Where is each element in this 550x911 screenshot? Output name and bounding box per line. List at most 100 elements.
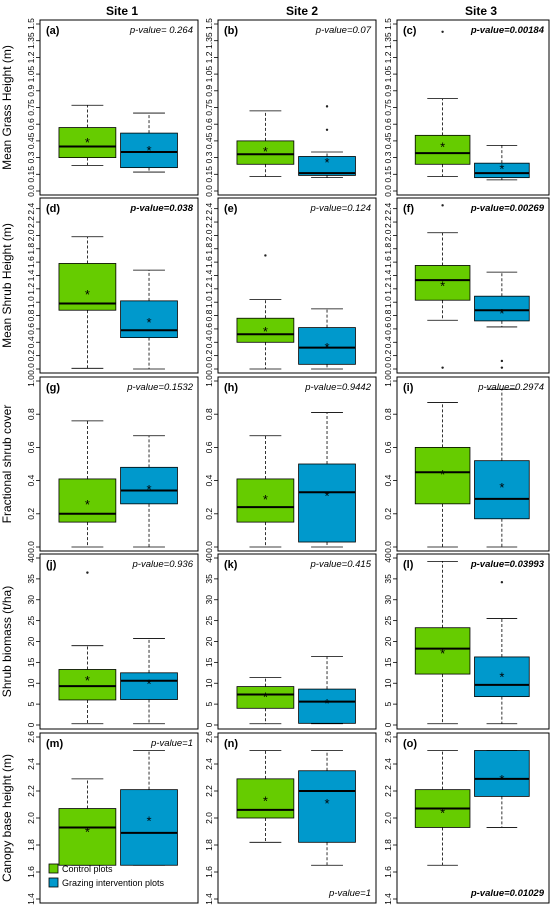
p-value-label: p-value=0.1532 xyxy=(126,382,193,393)
p-value-label: p-value=0.9442 xyxy=(304,382,371,393)
iqr-box xyxy=(298,327,356,365)
y-tick-label: 0.15 xyxy=(383,166,393,183)
box-control: * xyxy=(414,30,471,177)
y-tick-label: 0.9 xyxy=(383,85,393,97)
iqr-box xyxy=(474,750,530,797)
y-tick-label: 2.6 xyxy=(204,731,214,743)
legend-label-grazing: Grazing intervention plots xyxy=(62,878,165,888)
y-tick-label: 10 xyxy=(26,678,36,688)
y-tick-label: 20 xyxy=(26,637,36,647)
y-tick-label: 1.2 xyxy=(204,283,214,295)
y-tick-label: 1.4 xyxy=(204,893,214,905)
panel-d: 0.0 0.20.40.6 0.81.01.2 1.41.61.8 2.02.22.4 (… xyxy=(26,197,199,375)
box-grazing: * xyxy=(474,750,530,828)
panel-k: 0 5 10 15 20 25 30 35 40 (k) p-value=0.415 * * xyxy=(204,553,377,730)
y-tick-label: 40 xyxy=(204,553,214,563)
y-tick-label: 0.9 xyxy=(26,85,36,97)
y-tick-label: 0.6 xyxy=(383,323,393,335)
panel-label: (i) xyxy=(403,382,414,394)
iqr-box xyxy=(236,778,295,819)
mean-marker: * xyxy=(146,315,151,330)
p-value-label: p-value=0.038 xyxy=(129,203,193,214)
y-tick-label: 1.4 xyxy=(383,893,393,905)
iqr-box xyxy=(58,478,117,523)
p-value-label: p-value=0.07 xyxy=(315,25,372,36)
y-tick-label: 0.4 xyxy=(26,336,36,348)
y-tick-label: 0.3 xyxy=(204,151,214,163)
y-tick-label: 1.05 xyxy=(204,66,214,83)
outlier-point xyxy=(441,366,444,369)
y-tick-label: 1.4 xyxy=(383,269,393,281)
mean-marker: * xyxy=(146,143,151,158)
y-tick-label: 15 xyxy=(26,657,36,667)
y-tick-label: 2.2 xyxy=(26,785,36,797)
mean-marker: * xyxy=(440,806,445,821)
panel-frame xyxy=(39,197,199,374)
y-tick-label: 1.6 xyxy=(204,866,214,878)
row-1-ylabel: Mean Shrub Height (m) xyxy=(0,223,14,348)
y-tick-label: 2.2 xyxy=(204,216,214,228)
y-tick-label: 35 xyxy=(26,574,36,584)
panel-frame xyxy=(396,376,550,552)
y-tick-label: 10 xyxy=(204,678,214,688)
y-tick-label: 0.8 xyxy=(26,309,36,321)
box-grazing: * xyxy=(474,271,530,369)
y-tick-label: 2.0 xyxy=(26,229,36,241)
iqr-box xyxy=(58,263,117,311)
iqr-box xyxy=(298,463,356,543)
panel-label: (o) xyxy=(403,738,417,750)
iqr-box xyxy=(236,317,295,343)
p-value-label: p-value=0.124 xyxy=(310,203,371,214)
y-tick-label: 1.4 xyxy=(204,269,214,281)
y-tick-label: 2.4 xyxy=(26,758,36,770)
mean-marker: * xyxy=(263,690,268,705)
iqr-box xyxy=(236,686,295,709)
iqr-box xyxy=(474,295,530,322)
y-tick-label: 1.6 xyxy=(383,256,393,268)
y-tick-label: 0.4 xyxy=(204,474,214,486)
iqr-box xyxy=(120,466,178,505)
mean-marker: * xyxy=(440,139,445,154)
iqr-box xyxy=(120,672,178,700)
mean-marker: * xyxy=(263,793,268,808)
panel-frame xyxy=(217,197,377,374)
iqr-box xyxy=(58,808,117,866)
y-tick-label: 1.4 xyxy=(26,269,36,281)
y-tick-label: 0.2 xyxy=(26,349,36,361)
iqr-box xyxy=(298,156,356,176)
panels: 0.00.150.30.450.60.750.91.051.21.351.5(a… xyxy=(26,18,550,905)
y-tick-label: 15 xyxy=(204,657,214,667)
y-tick-label: 0.6 xyxy=(204,323,214,335)
box-control: * xyxy=(414,402,471,548)
outlier-point xyxy=(500,359,504,363)
box-grazing: * xyxy=(474,581,530,725)
mean-marker: * xyxy=(499,306,504,321)
panel-a: 0.0 0.15 0.3 0.45 0.6 0.75 0.9 1.05 1.2 1.35 1.5 (a… xyxy=(26,18,199,197)
y-tick-label: 0.75 xyxy=(204,99,214,116)
panel-label: (j) xyxy=(46,559,57,571)
mean-marker: * xyxy=(440,467,445,482)
y-tick-label: 1.35 xyxy=(383,32,393,49)
p-value-label: p-value=0.01029 xyxy=(470,888,545,899)
y-tick-label: 1.0 xyxy=(26,375,36,387)
y-tick-label: 0.9 xyxy=(204,85,214,97)
box-control: * xyxy=(236,435,295,548)
panel-label: (m) xyxy=(46,738,63,750)
box-control: * xyxy=(414,560,471,725)
y-tick-label: 40 xyxy=(26,553,36,563)
y-tick-label: 1.05 xyxy=(383,66,393,83)
mean-marker: * xyxy=(146,482,151,497)
outlier-point xyxy=(500,581,504,584)
legend-label-control: Control plots xyxy=(62,864,113,874)
panel-i: 0.0 0.2 0.4 0.6 0.8 1.0 (i) p-value=0.2974 * * xyxy=(383,375,550,553)
y-tick-label: 1.4 xyxy=(26,893,36,905)
row-3-ylabel: Shrub biomass (t/ha) xyxy=(0,586,14,697)
box-control: * xyxy=(58,236,117,369)
mean-marker: * xyxy=(85,287,90,302)
panel-label: (b) xyxy=(224,25,238,37)
panel-n: 1.4 1.6 1.8 2.0 2.2 2.4 2.6 (n) p-value=1 * * xyxy=(204,731,377,905)
iqr-box xyxy=(414,446,471,505)
y-tick-label: 0.4 xyxy=(383,336,393,348)
y-tick-label: 2.6 xyxy=(26,731,36,743)
box-grazing: * xyxy=(298,105,356,179)
